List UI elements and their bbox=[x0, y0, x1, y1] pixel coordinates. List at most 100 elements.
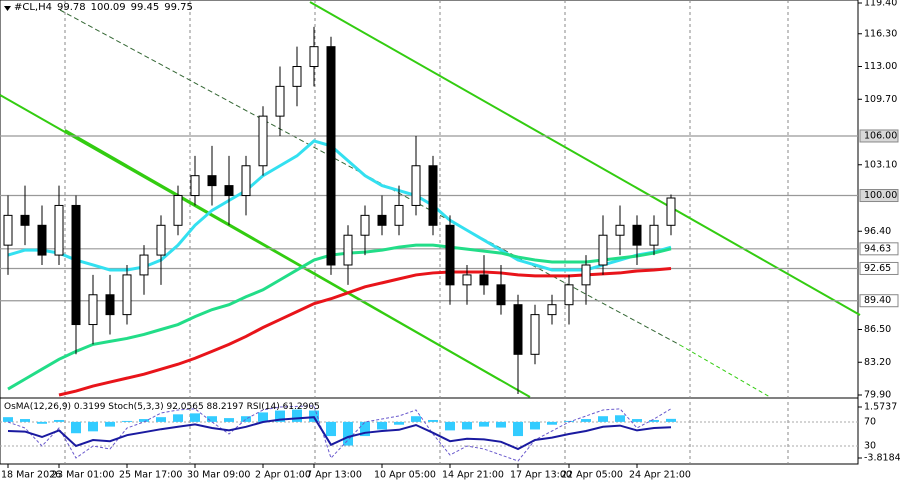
rsi-level-label: 70 bbox=[864, 417, 876, 428]
open-price: 99.78 bbox=[57, 2, 86, 13]
candle-body bbox=[411, 165, 421, 206]
x-tick-label: 24 Apr 21:00 bbox=[629, 470, 691, 481]
candle-body bbox=[207, 175, 217, 187]
osma-bar bbox=[156, 417, 166, 422]
osma-bar bbox=[241, 416, 251, 422]
osma-bar bbox=[71, 421, 81, 434]
y-tick-label: 109.70 bbox=[864, 94, 897, 105]
osma-bar bbox=[292, 409, 302, 422]
y-tick-label: 79.90 bbox=[864, 390, 891, 401]
candle-body bbox=[37, 224, 47, 256]
candle-body bbox=[496, 284, 506, 306]
candle-body bbox=[564, 284, 574, 306]
osma-bar bbox=[139, 419, 149, 422]
osma-bar bbox=[462, 421, 472, 430]
osma-bar bbox=[360, 421, 370, 437]
osma-bar bbox=[122, 420, 132, 422]
x-tick-label: 25 Mar 17:00 bbox=[119, 470, 182, 481]
x-tick-label: 14 Apr 21:00 bbox=[442, 470, 504, 481]
level-label: 92.65 bbox=[864, 263, 891, 274]
candle-body bbox=[20, 214, 30, 226]
candle-body bbox=[224, 185, 234, 197]
candle-body bbox=[139, 254, 149, 276]
candle-body bbox=[666, 197, 676, 226]
osma-bar bbox=[258, 412, 268, 422]
candle-body bbox=[649, 224, 659, 246]
candle-body bbox=[326, 46, 336, 266]
osma-bar bbox=[105, 421, 115, 427]
candle-body bbox=[173, 195, 183, 226]
rsi-level-label: 30 bbox=[864, 441, 876, 452]
y-tick-label: -3.8184 bbox=[864, 453, 900, 464]
osma-bar bbox=[326, 421, 336, 437]
osma-bar bbox=[649, 419, 659, 422]
candle-body bbox=[105, 294, 115, 316]
candle-body bbox=[309, 46, 319, 68]
low-price: 99.45 bbox=[130, 2, 160, 13]
candle-body bbox=[292, 66, 302, 87]
candle-body bbox=[88, 294, 98, 326]
level-label: 89.40 bbox=[864, 295, 891, 306]
candle-body bbox=[530, 314, 540, 355]
osma-bar bbox=[411, 416, 421, 422]
candle-body bbox=[360, 214, 370, 236]
osma-bar bbox=[615, 415, 625, 422]
osma-bar bbox=[394, 421, 404, 425]
osma-bar bbox=[224, 418, 234, 422]
candle-body bbox=[3, 214, 13, 246]
level-box bbox=[859, 129, 899, 143]
osma-bar bbox=[20, 419, 30, 422]
candle-body bbox=[241, 165, 251, 197]
y-tick-label: 113.00 bbox=[864, 61, 897, 72]
x-tick-label: 23 Mar 01:00 bbox=[51, 470, 114, 481]
level-box bbox=[859, 261, 899, 275]
level-box bbox=[859, 242, 899, 256]
y-tick-label: 96.40 bbox=[864, 226, 891, 237]
osma-bar bbox=[377, 421, 387, 430]
osma-bar bbox=[666, 418, 676, 422]
osma-bar bbox=[190, 413, 200, 422]
osma-bar bbox=[632, 419, 642, 422]
x-tick-label: 10 Apr 05:00 bbox=[374, 470, 436, 481]
candle-body bbox=[479, 274, 489, 286]
candle-body bbox=[156, 224, 166, 256]
level-label: 94.63 bbox=[864, 243, 891, 254]
osma-bar bbox=[581, 419, 591, 422]
symbol: #CL,H4 bbox=[14, 2, 52, 13]
y-tick-label: 83.20 bbox=[864, 357, 891, 368]
candle-body bbox=[598, 234, 608, 266]
candle-body bbox=[581, 264, 591, 286]
osma-bar bbox=[173, 414, 183, 422]
osma-bar bbox=[207, 416, 217, 422]
x-tick-label: 22 Apr 05:00 bbox=[561, 470, 623, 481]
osma-bar bbox=[428, 419, 438, 422]
osma-bar bbox=[343, 421, 353, 446]
high-price: 100.09 bbox=[90, 2, 126, 13]
rsi-line bbox=[7, 416, 672, 451]
indicator-title: OsMA(12,26,9) 0.3199 Stoch(5,3,3) 92.056… bbox=[4, 402, 320, 412]
candle-body bbox=[394, 204, 404, 226]
y-tick-label: 86.50 bbox=[864, 324, 891, 335]
osma-bar bbox=[37, 421, 47, 424]
level-label: 100.00 bbox=[864, 190, 897, 201]
osma-bar bbox=[275, 410, 285, 422]
header: #CL,H4 99.78 100.09 99.45 99.75 bbox=[14, 2, 193, 13]
osma-bar bbox=[513, 421, 523, 437]
moving-average bbox=[7, 139, 672, 272]
candle-body bbox=[445, 224, 455, 286]
x-tick-label: 30 Mar 09:00 bbox=[187, 470, 250, 481]
candle-body bbox=[462, 274, 472, 286]
candle-body bbox=[547, 304, 557, 316]
candle-body bbox=[513, 304, 523, 355]
osma-bar bbox=[445, 421, 455, 431]
candle-body bbox=[632, 224, 642, 246]
osma-bar bbox=[530, 421, 540, 430]
candle-body bbox=[615, 224, 625, 236]
candle-body bbox=[190, 175, 200, 197]
osma-bar bbox=[496, 421, 506, 428]
stoch-line bbox=[7, 405, 672, 462]
osma-bar bbox=[547, 421, 557, 425]
level-label: 106.00 bbox=[864, 130, 897, 141]
x-tick-label: 2 Apr 01:00 bbox=[255, 470, 311, 481]
